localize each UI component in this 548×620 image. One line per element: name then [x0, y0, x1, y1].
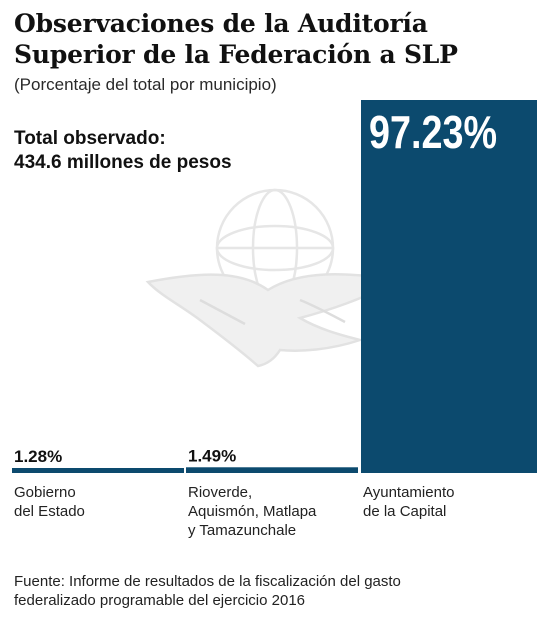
source-note-line-1: Fuente: Informe de resultados de la fisc…	[14, 573, 401, 590]
category-label-2-line-1: Rioverde,	[188, 484, 252, 501]
chart-title-line-1: Observaciones de la Auditoría	[14, 9, 428, 38]
value-label-1: 1.28%	[14, 447, 62, 466]
value-label-3: 97.23%	[369, 106, 497, 158]
category-label-1: Gobierno del Estado	[14, 484, 85, 520]
bar-3	[361, 100, 537, 473]
source-note-line-2: federalizado programable del ejercicio 2…	[14, 592, 306, 609]
eagle-globe-emblem-icon	[145, 188, 405, 368]
bars-group	[12, 100, 537, 473]
value-label-2: 1.49%	[188, 446, 236, 465]
category-label-3-line-1: Ayuntamiento	[363, 484, 454, 501]
total-summary-amount: 434.6 millones de pesos	[14, 152, 232, 173]
source-note: Fuente: Informe de resultados de la fisc…	[14, 572, 534, 610]
category-labels-group: Gobierno del Estado Rioverde, Aquismón, Mat…	[14, 484, 454, 539]
category-label-3-line-2: de la Capital	[363, 503, 446, 520]
category-label-2-line-3: y Tamazunchale	[188, 522, 296, 539]
total-summary: Total observado: 434.6 millones de pesos	[14, 127, 232, 175]
bar-2	[186, 467, 358, 473]
chart-title-line-2: Superior de la Federación a SLP	[14, 40, 458, 69]
category-label-2: Rioverde, Aquismón, Matlapa y Tamazunchale	[188, 484, 317, 539]
bar-1	[12, 468, 184, 473]
total-summary-label: Total observado:	[14, 128, 166, 149]
category-label-1-line-1: Gobierno	[14, 484, 76, 501]
value-labels-group: 1.28% 1.49% 97.23%	[14, 106, 497, 466]
category-label-1-line-2: del Estado	[14, 503, 85, 520]
chart-title: Observaciones de la Auditoría Superior d…	[14, 8, 539, 70]
category-label-2-line-2: Aquismón, Matlapa	[188, 503, 317, 520]
chart-subtitle: (Porcentaje del total por municipio)	[14, 75, 277, 94]
category-label-3: Ayuntamiento de la Capital	[363, 484, 454, 520]
